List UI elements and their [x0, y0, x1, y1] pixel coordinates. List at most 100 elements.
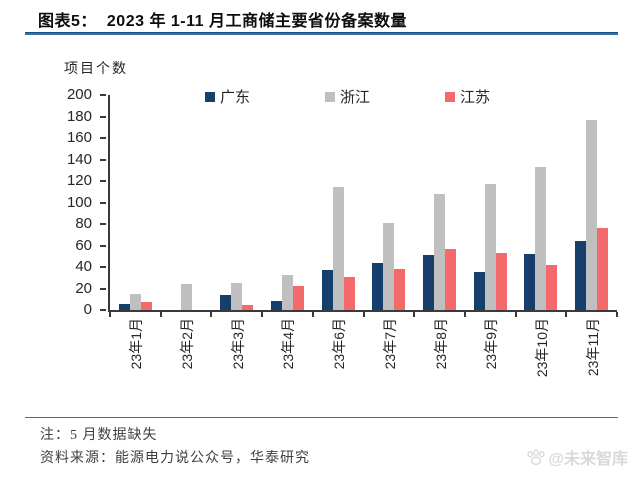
- bar-group-23年1月: 23年1月: [110, 95, 161, 369]
- y-tick-mark-40: [100, 266, 106, 268]
- x-tick-mark-7: [463, 312, 466, 317]
- legend-label-jiangsu: 江苏: [460, 89, 491, 106]
- bar-广东-23年8月: [423, 255, 435, 310]
- bar-广东-23年7月: [372, 262, 384, 310]
- bar-浙江-23年9月: [484, 184, 496, 310]
- x-tick-mark-1: [159, 312, 162, 317]
- x-tick-label-23年1月: 23年1月: [128, 318, 145, 370]
- x-tick-label-23年9月: 23年9月: [483, 318, 500, 370]
- bar-广东-23年1月: [118, 303, 130, 310]
- figure-label: 图表5：: [38, 13, 97, 30]
- y-tick-mark-20: [100, 287, 106, 290]
- bar-group-23年9月: 23年9月: [465, 95, 516, 369]
- y-tick-label-140: 140: [66, 150, 92, 168]
- bar-浙江-23年7月: [383, 222, 395, 310]
- y-tick-label-20: 20: [75, 279, 92, 297]
- y-tick-label-80: 80: [75, 215, 92, 232]
- y-axis-title: 项目个数: [64, 62, 128, 77]
- bar-江苏-23年10月: [546, 264, 558, 310]
- x-tick-label-23年6月: 23年6月: [331, 318, 348, 370]
- y-tick-mark-80: [100, 223, 106, 225]
- bar-浙江-23年6月: [332, 187, 344, 310]
- watermark-text: @未来智库: [548, 451, 628, 468]
- source-note: 资料来源：能源电力说公众号，华泰研究: [40, 451, 310, 466]
- bar-广东-23年11月: [575, 241, 587, 310]
- bar-广东-23年10月: [524, 254, 536, 310]
- legend-label-zhejiang: 浙江: [340, 89, 371, 106]
- x-tick-label-23年10月: 23年10月: [533, 318, 550, 378]
- y-tick-mark-180: [100, 115, 106, 118]
- y-tick-label-40: 40: [75, 258, 92, 275]
- x-tick-label-23年3月: 23年3月: [229, 318, 246, 370]
- bar-广东-23年6月: [321, 270, 333, 310]
- x-tick-mark-4: [311, 312, 314, 317]
- bar-group-23年8月: 23年8月: [414, 95, 465, 369]
- title-underline: [25, 32, 618, 35]
- y-tick-label-60: 60: [75, 236, 92, 254]
- x-tick-mark-2: [210, 312, 213, 317]
- y-tick-label-0: 0: [83, 301, 92, 318]
- x-tick-mark-6: [413, 312, 416, 317]
- bar-江苏-23年3月: [242, 304, 254, 310]
- bar-浙江-23年10月: [535, 167, 547, 310]
- y-tick-label-180: 180: [66, 107, 92, 125]
- x-tick-mark-0: [109, 312, 111, 317]
- bar-浙江-23年2月: [180, 284, 192, 310]
- x-tick-label-23年2月: 23年2月: [179, 318, 196, 370]
- bar-江苏-23年11月: [597, 228, 609, 310]
- y-tick-mark-200: [100, 94, 106, 96]
- y-tick-label-120: 120: [66, 172, 92, 189]
- bar-广东-23年3月: [220, 294, 232, 310]
- bar-江苏-23年4月: [292, 286, 304, 310]
- bar-group-23年11月: 23年11月: [566, 95, 617, 376]
- figure-title-text: 2023 年 1-11 月工商储主要省份备案数量: [106, 13, 407, 30]
- x-tick-mark-5: [362, 312, 365, 317]
- watermark: @未来智库: [526, 445, 628, 469]
- legend-swatch-jiangsu: [445, 91, 455, 102]
- x-tick-label-23年4月: 23年4月: [280, 318, 297, 370]
- bar-group-23年7月: 23年7月: [364, 95, 415, 369]
- bar-group-23年4月: 23年4月: [262, 95, 313, 369]
- legend-swatch-zhejiang: [325, 91, 335, 102]
- y-tick-mark-140: [100, 158, 106, 161]
- bar-江苏-23年8月: [445, 248, 457, 310]
- bar-group-23年6月: 23年6月: [313, 95, 364, 369]
- paw-icon: [527, 448, 545, 465]
- legend-item-guangdong: 广东: [205, 86, 250, 107]
- bar-江苏-23年7月: [394, 269, 406, 310]
- bar-江苏-23年9月: [495, 253, 507, 310]
- x-tick-label-23年7月: 23年7月: [381, 318, 398, 370]
- bar-浙江-23年4月: [281, 274, 293, 310]
- chart-title: 图表5： 2023 年 1-11 月工商储主要省份备案数量: [38, 7, 407, 31]
- bar-group-23年2月: 23年2月: [161, 95, 212, 369]
- chart-note: 注：5 月数据缺失: [40, 428, 158, 443]
- bar-浙江-23年8月: [434, 193, 446, 310]
- bar-浙江-23年3月: [231, 283, 243, 310]
- plot-area: 23年1月 23年2月 23年3月 23年4月 23年6月 23年7月 23年8月 23年9月…: [108, 95, 618, 377]
- legend-item-jiangsu: 江苏: [445, 86, 490, 107]
- legend-item-zhejiang: 浙江: [325, 86, 370, 107]
- x-tick-mark-10: [616, 312, 618, 317]
- bar-groups: 23年1月 23年2月 23年3月 23年4月 23年6月 23年7月 23年8月 23年9月…: [110, 95, 617, 377]
- footer-divider: [25, 417, 618, 418]
- bar-group-23年3月: 23年3月: [211, 95, 262, 369]
- x-tick-label-23年11月: 23年11月: [584, 318, 601, 377]
- bar-浙江-23年11月: [586, 119, 598, 310]
- y-tick-mark-160: [100, 137, 106, 139]
- y-tick-mark-60: [100, 244, 106, 247]
- x-tick-mark-3: [261, 312, 264, 317]
- y-tick-mark-0: [100, 309, 106, 311]
- x-tick-mark-9: [565, 312, 568, 317]
- bar-浙江-23年1月: [129, 293, 141, 310]
- legend-swatch-guangdong: [205, 91, 215, 102]
- y-tick-mark-120: [100, 180, 106, 182]
- x-tick-label-23年8月: 23年8月: [432, 318, 449, 370]
- y-axis: 0 20 40 60 80 100 120 140 160 180 200: [0, 86, 106, 318]
- bar-江苏-23年1月: [140, 302, 152, 310]
- y-tick-label-100: 100: [66, 193, 92, 211]
- bar-group-23年10月: 23年10月: [516, 95, 567, 377]
- legend-label-guangdong: 广东: [220, 89, 251, 106]
- x-tick-mark-8: [514, 312, 517, 317]
- bar-广东-23年4月: [270, 301, 282, 310]
